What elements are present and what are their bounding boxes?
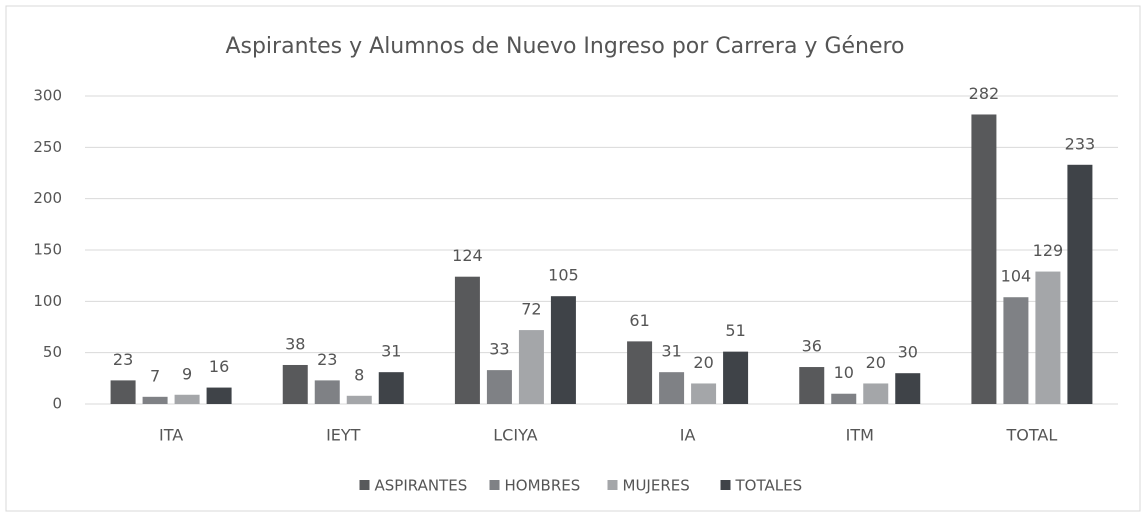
y-tick-label: 250 bbox=[33, 138, 62, 156]
bar bbox=[110, 380, 136, 404]
bar bbox=[799, 367, 825, 404]
data-label: 16 bbox=[209, 357, 229, 376]
data-label: 8 bbox=[354, 365, 364, 384]
bar bbox=[971, 114, 997, 404]
y-tick-label: 150 bbox=[33, 241, 62, 259]
x-tick-label: TOTAL bbox=[1006, 426, 1058, 445]
bar bbox=[1067, 164, 1093, 404]
bar bbox=[1003, 297, 1029, 404]
legend-swatch bbox=[607, 480, 618, 490]
bar bbox=[454, 276, 480, 404]
data-label: 33 bbox=[489, 340, 509, 359]
bar bbox=[282, 364, 308, 404]
data-label: 61 bbox=[629, 311, 649, 330]
x-tick-label: IEYT bbox=[326, 426, 361, 445]
legend-swatch bbox=[359, 480, 370, 490]
data-label: 23 bbox=[113, 350, 133, 369]
x-tick-label: IA bbox=[680, 426, 696, 445]
data-label: 72 bbox=[521, 300, 541, 319]
chart-title: Aspirantes y Alumnos de Nuevo Ingreso po… bbox=[225, 34, 904, 59]
data-label: 10 bbox=[834, 363, 854, 382]
x-tick-label: ITM bbox=[846, 426, 874, 445]
bar bbox=[895, 373, 921, 404]
data-label: 282 bbox=[969, 84, 1000, 103]
data-label: 129 bbox=[1033, 241, 1064, 260]
bar bbox=[627, 341, 653, 404]
data-label: 31 bbox=[381, 342, 401, 361]
y-tick-label: 100 bbox=[33, 292, 62, 310]
data-label: 20 bbox=[866, 353, 886, 372]
legend-swatch bbox=[720, 480, 731, 490]
data-label: 31 bbox=[661, 342, 681, 361]
bar bbox=[691, 383, 717, 404]
data-label: 7 bbox=[150, 366, 160, 385]
bar bbox=[486, 370, 512, 404]
data-label: 38 bbox=[285, 334, 305, 353]
legend-label: MUJERES bbox=[623, 477, 690, 495]
legend-label: HOMBRES bbox=[505, 477, 581, 495]
y-tick-label: 300 bbox=[33, 87, 62, 105]
bar bbox=[831, 393, 857, 404]
data-label: 9 bbox=[182, 364, 192, 383]
bar bbox=[1035, 271, 1061, 404]
bar bbox=[550, 296, 576, 404]
data-label: 124 bbox=[452, 246, 483, 265]
bar bbox=[206, 387, 232, 404]
bar bbox=[378, 372, 404, 404]
data-label: 36 bbox=[802, 337, 822, 356]
bar bbox=[174, 394, 200, 404]
data-label: 20 bbox=[693, 353, 713, 372]
x-tick-label: LCIYA bbox=[493, 426, 537, 445]
data-label: 30 bbox=[898, 343, 918, 362]
y-tick-label: 200 bbox=[33, 189, 62, 207]
bar bbox=[346, 395, 372, 404]
bar bbox=[142, 396, 168, 404]
legend-label: TOTALES bbox=[735, 477, 803, 495]
bar bbox=[723, 351, 749, 404]
data-label: 23 bbox=[317, 350, 337, 369]
bar bbox=[314, 380, 340, 404]
x-tick-label: ITA bbox=[159, 426, 183, 445]
bar bbox=[659, 372, 685, 404]
chart-frame bbox=[5, 5, 1141, 512]
legend-swatch bbox=[489, 480, 500, 490]
data-label: 105 bbox=[548, 266, 579, 285]
y-tick-label: 0 bbox=[52, 395, 62, 413]
data-label: 104 bbox=[1001, 267, 1032, 286]
data-label: 233 bbox=[1065, 134, 1096, 153]
data-label: 51 bbox=[725, 321, 745, 340]
bar bbox=[863, 383, 889, 404]
y-tick-label: 50 bbox=[43, 343, 62, 361]
legend-label: ASPIRANTES bbox=[375, 477, 468, 495]
bar bbox=[518, 330, 544, 404]
